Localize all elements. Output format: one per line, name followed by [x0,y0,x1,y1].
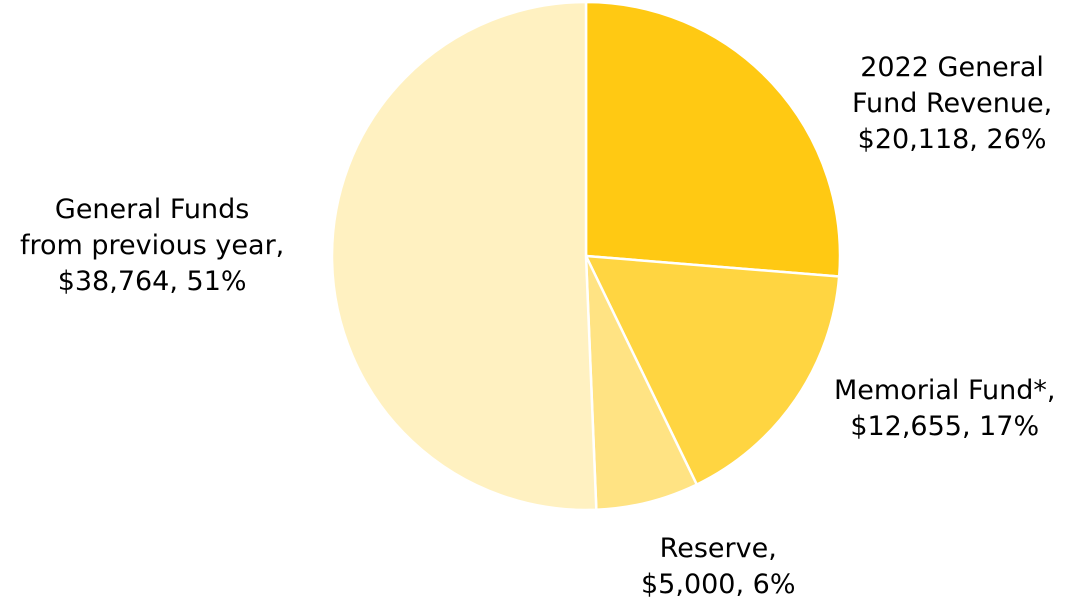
slice-label-memorial-fund: Memorial Fund*, $12,655, 17% [834,373,1055,445]
slice-label-line: Fund Revenue, [852,88,1053,119]
slice-label-line: $5,000, 6% [641,569,796,600]
slice-label-line: $12,655, 17% [850,411,1040,442]
slice-label-general-fund-revenue: 2022 General Fund Revenue, $20,118, 26% [852,50,1052,158]
pie-slice-3 [330,0,598,512]
slice-label-line: Memorial Fund*, [834,375,1056,406]
slice-label-general-funds-previous-year: General Funds from previous year, $38,76… [20,192,284,300]
slice-label-line: from previous year, [20,230,285,261]
slice-label-line: $38,764, 51% [57,266,247,297]
pie-slice-1 [583,254,841,487]
slice-label-line: $20,118, 26% [857,124,1047,155]
slice-label-line: General Funds [54,194,250,225]
pie-slices [330,0,842,512]
slice-label-line: 2022 General [860,52,1044,83]
pie-slice-0 [584,0,842,278]
slice-label-line: Reserve, [659,533,777,564]
slice-label-reserve: Reserve, $5,000, 6% [641,531,795,603]
